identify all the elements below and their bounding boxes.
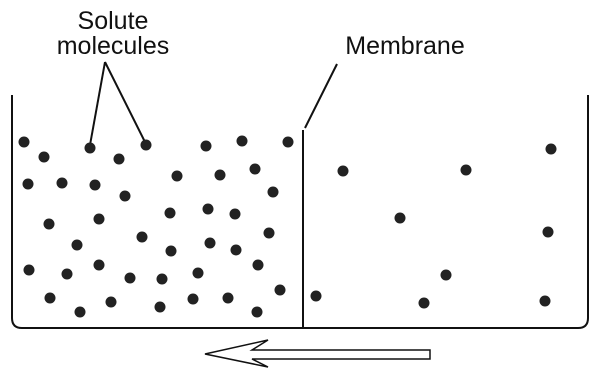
molecule: [419, 298, 430, 309]
molecule: [311, 291, 322, 302]
molecule: [193, 268, 204, 279]
molecule: [188, 294, 199, 305]
molecule: [461, 165, 472, 176]
molecule: [62, 269, 73, 280]
molecule: [395, 213, 406, 224]
molecule: [172, 171, 183, 182]
molecule: [253, 260, 264, 271]
molecule: [23, 179, 34, 190]
molecule: [543, 227, 554, 238]
molecule: [137, 232, 148, 243]
molecule: [338, 166, 349, 177]
molecule: [57, 178, 68, 189]
molecule: [540, 296, 551, 307]
molecule: [165, 208, 176, 219]
molecules: [19, 136, 557, 318]
molecule: [250, 164, 261, 175]
membrane-label: Membrane: [345, 32, 465, 60]
solute-label: Solute: [78, 7, 149, 35]
membrane-leader: [305, 64, 337, 128]
molecule: [141, 140, 152, 151]
molecule: [223, 293, 234, 304]
solute-label: molecules: [57, 32, 170, 60]
tank: [12, 95, 588, 328]
molecule: [157, 274, 168, 285]
molecule: [264, 228, 275, 239]
molecule: [75, 307, 86, 318]
molecule: [275, 285, 286, 296]
molecule: [106, 297, 117, 308]
molecule: [215, 170, 226, 181]
molecule: [44, 219, 55, 230]
diagram: Solute molecules Membrane: [0, 0, 592, 368]
molecule: [19, 137, 30, 148]
molecule: [114, 154, 125, 165]
molecule: [166, 246, 177, 257]
molecule: [45, 293, 56, 304]
molecule: [39, 152, 50, 163]
molecule: [237, 136, 248, 147]
molecule: [252, 307, 263, 318]
molecule: [90, 180, 101, 191]
molecule: [24, 265, 35, 276]
molecule: [546, 144, 557, 155]
flow-arrow: [205, 340, 430, 367]
solute-leader: [90, 62, 105, 145]
molecule: [72, 240, 83, 251]
molecule: [94, 260, 105, 271]
molecule: [231, 245, 242, 256]
container: [12, 62, 588, 328]
molecule: [441, 270, 452, 281]
molecule: [201, 141, 212, 152]
molecule: [85, 143, 96, 154]
molecule: [205, 238, 216, 249]
molecule: [120, 191, 131, 202]
molecule: [155, 302, 166, 313]
molecule: [230, 209, 241, 220]
solute-leader: [105, 62, 145, 142]
molecule: [283, 137, 294, 148]
molecule: [125, 273, 136, 284]
molecule: [268, 187, 279, 198]
molecule: [94, 214, 105, 225]
molecule: [203, 204, 214, 215]
